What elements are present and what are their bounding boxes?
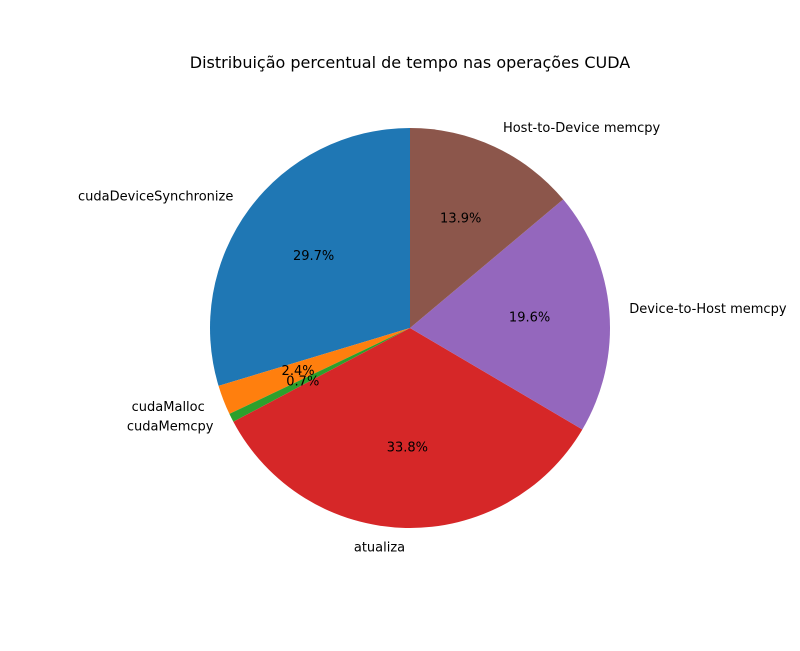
- percent-label-atualiza: 33.8%: [387, 440, 428, 455]
- slice-label-cudamalloc: cudaMalloc: [132, 400, 205, 415]
- percent-label-cudamemcpy: 0.7%: [286, 374, 319, 389]
- chart-title: Distribuição percentual de tempo nas ope…: [189, 53, 631, 72]
- percent-label-host-to-device-memcpy: 13.9%: [440, 212, 481, 227]
- slice-label-device-to-host-memcpy: Device-to-Host memcpy: [629, 302, 787, 317]
- slice-label-cudadevicesynchronize: cudaDeviceSynchronize: [78, 189, 233, 204]
- slice-labels: cudaDeviceSynchronize cudaMalloc cudaMemcp…: [78, 121, 787, 555]
- pie-slice-atualiza: [233, 328, 583, 529]
- pie-slice-cudadevicesynchronize: [209, 128, 410, 386]
- pie-slices: [209, 128, 611, 529]
- slice-label-cudamemcpy: cudaMemcpy: [127, 419, 214, 434]
- percent-label-device-to-host-memcpy: 19.6%: [509, 311, 550, 326]
- percent-labels: 29.7% 2.4%0.7% 33.8% 19.6% 13.9%: [282, 212, 551, 456]
- pie-slice-host-to-device-memcpy: [410, 128, 564, 328]
- slice-label-host-to-device-memcpy: Host-to-Device memcpy: [503, 121, 661, 136]
- percent-label-cudamalloc: 2.4%: [282, 364, 315, 379]
- slice-label-atualiza: atualiza: [354, 540, 405, 555]
- pie-slice-cudamemcpy: [229, 328, 410, 422]
- percent-label-cudadevicesynchronize: 29.7%: [293, 249, 334, 264]
- pie-slice-cudamalloc: [218, 328, 410, 414]
- pie-slice-device-to-host-memcpy: [410, 199, 611, 430]
